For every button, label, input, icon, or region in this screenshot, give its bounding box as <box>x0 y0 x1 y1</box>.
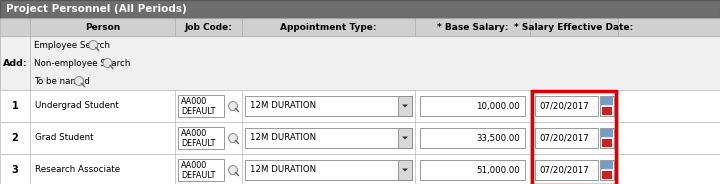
Text: 10,000.00: 10,000.00 <box>476 102 520 111</box>
Circle shape <box>103 59 112 68</box>
Bar <box>0 154 720 184</box>
Text: DEFAULT: DEFAULT <box>181 107 215 116</box>
Text: Project Personnel (All Periods): Project Personnel (All Periods) <box>6 4 186 14</box>
Bar <box>602 139 612 147</box>
Text: 12M DURATION: 12M DURATION <box>250 165 316 174</box>
Bar <box>600 96 614 116</box>
Bar <box>420 128 525 148</box>
Circle shape <box>228 134 238 142</box>
Text: 12M DURATION: 12M DURATION <box>250 134 316 142</box>
Bar <box>245 160 412 180</box>
Bar <box>535 128 598 148</box>
Text: Non-employee Search: Non-employee Search <box>34 59 130 68</box>
Bar <box>398 96 412 116</box>
Bar <box>245 128 412 148</box>
Circle shape <box>228 102 238 111</box>
Bar <box>535 96 598 116</box>
Bar <box>602 107 612 115</box>
Circle shape <box>75 77 84 86</box>
Polygon shape <box>402 105 408 107</box>
Bar <box>178 95 224 117</box>
Text: AA000: AA000 <box>181 160 207 169</box>
Bar <box>0 90 720 122</box>
Text: 1: 1 <box>12 101 19 111</box>
Circle shape <box>89 40 98 49</box>
Text: * Salary Effective Date:: * Salary Effective Date: <box>514 22 634 31</box>
Text: * Base Salary:: * Base Salary: <box>437 22 508 31</box>
Bar <box>535 160 598 180</box>
Bar <box>600 160 614 180</box>
Polygon shape <box>402 137 408 139</box>
Text: 07/20/2017: 07/20/2017 <box>539 134 589 142</box>
Text: DEFAULT: DEFAULT <box>181 139 215 148</box>
Text: Add:: Add: <box>3 59 27 68</box>
Bar <box>420 160 525 180</box>
Bar <box>178 127 224 149</box>
Bar <box>420 96 525 116</box>
Text: DEFAULT: DEFAULT <box>181 171 215 180</box>
Bar <box>602 171 612 179</box>
Bar <box>601 129 613 137</box>
Bar <box>178 159 224 181</box>
Text: 2: 2 <box>12 133 19 143</box>
Bar <box>0 18 720 36</box>
Bar <box>532 91 616 184</box>
Text: 12M DURATION: 12M DURATION <box>250 102 316 111</box>
Bar <box>0 0 720 18</box>
Bar <box>398 160 412 180</box>
Text: Person: Person <box>85 22 120 31</box>
Bar <box>398 128 412 148</box>
Polygon shape <box>402 169 408 171</box>
Bar <box>0 36 720 90</box>
Bar <box>600 128 614 148</box>
Text: 07/20/2017: 07/20/2017 <box>539 102 589 111</box>
Text: Grad Student: Grad Student <box>35 134 94 142</box>
Text: AA000: AA000 <box>181 96 207 105</box>
Text: 33,500.00: 33,500.00 <box>476 134 520 142</box>
Text: To be named: To be named <box>34 77 90 86</box>
Text: 07/20/2017: 07/20/2017 <box>539 165 589 174</box>
Bar <box>601 97 613 105</box>
Text: 51,000.00: 51,000.00 <box>476 165 520 174</box>
Circle shape <box>228 165 238 174</box>
Bar <box>0 122 720 154</box>
Text: 3: 3 <box>12 165 19 175</box>
Text: Job Code:: Job Code: <box>184 22 233 31</box>
Bar <box>245 96 412 116</box>
Text: Research Associate: Research Associate <box>35 165 120 174</box>
Text: AA000: AA000 <box>181 128 207 137</box>
Text: Appointment Type:: Appointment Type: <box>280 22 377 31</box>
Text: Employee Search: Employee Search <box>34 40 110 49</box>
Bar <box>601 161 613 169</box>
Text: Undergrad Student: Undergrad Student <box>35 102 119 111</box>
